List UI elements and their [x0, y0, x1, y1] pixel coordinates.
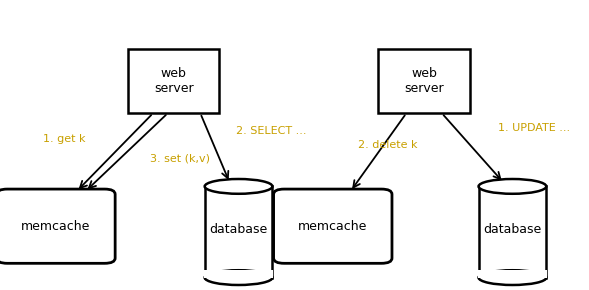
Text: 2. delete k: 2. delete k: [358, 140, 418, 150]
Ellipse shape: [478, 179, 546, 194]
Text: web
server: web server: [404, 67, 444, 95]
FancyBboxPatch shape: [128, 49, 219, 113]
FancyBboxPatch shape: [273, 189, 392, 263]
FancyBboxPatch shape: [0, 189, 115, 263]
Bar: [478, 270, 547, 278]
Text: database: database: [484, 223, 541, 235]
Ellipse shape: [478, 270, 546, 285]
Text: 1. UPDATE ...: 1. UPDATE ...: [498, 123, 570, 133]
Bar: [204, 270, 273, 278]
Ellipse shape: [205, 270, 272, 285]
Text: 2. SELECT ...: 2. SELECT ...: [236, 126, 306, 135]
Text: web
server: web server: [154, 67, 194, 95]
Ellipse shape: [205, 179, 272, 194]
Bar: [205, 186, 272, 278]
Text: memcache: memcache: [21, 220, 91, 233]
FancyBboxPatch shape: [378, 49, 470, 113]
Bar: [478, 186, 547, 278]
Text: 1. get k: 1. get k: [43, 134, 85, 144]
Text: database: database: [210, 223, 267, 235]
Text: memcache: memcache: [298, 220, 368, 233]
Text: 3. set (k,v): 3. set (k,v): [150, 153, 210, 163]
